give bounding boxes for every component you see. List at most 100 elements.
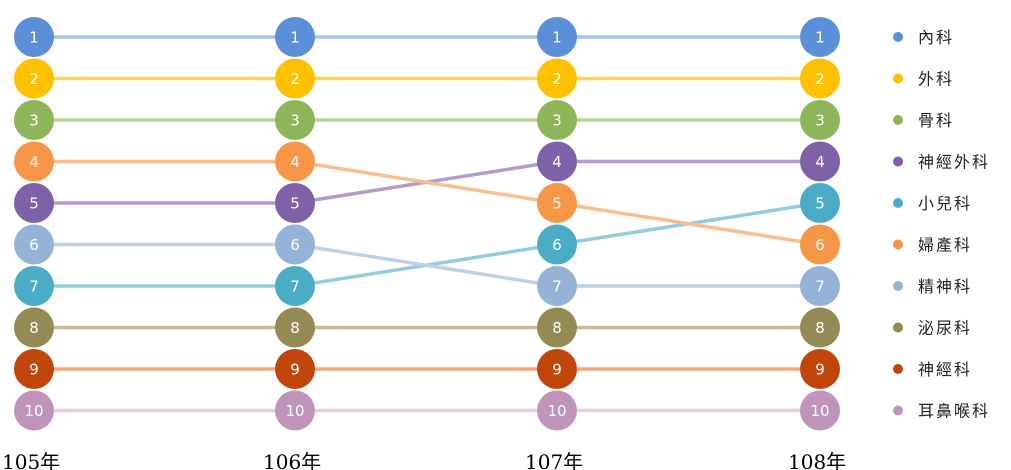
rank-marker-7-1 (14, 224, 54, 265)
legend-label-5: 小兒科 (918, 194, 972, 213)
legend-label-7: 精神科 (918, 277, 972, 296)
rank-marker-label: 2 (290, 70, 300, 88)
rank-marker-label: 9 (290, 361, 300, 379)
rank-marker-label: 4 (552, 153, 562, 171)
rank-marker-6-1 (14, 141, 54, 182)
rank-marker-label: 6 (815, 236, 825, 254)
rank-marker-label: 3 (290, 112, 300, 130)
rank-marker-label: 9 (815, 361, 825, 379)
rank-marker-2-1 (14, 58, 54, 99)
rank-marker-4-2 (275, 183, 315, 223)
rank-marker-7-3 (537, 266, 577, 306)
rank-marker-label: 4 (290, 153, 300, 171)
rank-marker-label: 5 (29, 195, 39, 213)
rank-marker-label: 9 (552, 361, 562, 379)
legend-marker-4 (893, 156, 903, 167)
rank-marker-6-4 (800, 224, 840, 265)
rank-marker-10-2 (275, 390, 315, 431)
rank-marker-label: 9 (29, 361, 39, 379)
rank-marker-label: 10 (285, 402, 304, 420)
rank-marker-8-4 (800, 307, 840, 348)
rank-marker-6-3 (537, 183, 577, 223)
rank-marker-label: 3 (552, 112, 562, 130)
legend-marker-7 (893, 281, 903, 291)
rank-marker-label: 6 (29, 236, 39, 254)
rank-marker-label: 4 (815, 153, 825, 171)
legend-label-6: 婦產科 (918, 236, 972, 255)
rank-marker-8-3 (537, 307, 577, 348)
rank-marker-label: 10 (547, 402, 566, 420)
rank-marker-8-1 (14, 307, 54, 348)
rank-marker-7-2 (275, 224, 315, 265)
rank-marker-label: 6 (290, 236, 300, 254)
rank-marker-label: 1 (815, 29, 825, 47)
rank-marker-8-2 (275, 307, 315, 348)
x-axis-label: 106年 (263, 450, 321, 470)
legend-label-1: 內科 (918, 28, 954, 47)
x-axis-label: 108年 (788, 450, 846, 470)
x-axis-label: 107年 (525, 450, 583, 470)
legend-marker-2 (893, 73, 903, 84)
rank-marker-10-3 (537, 390, 577, 431)
rank-marker-9-2 (275, 349, 315, 389)
rank-marker-label: 7 (290, 278, 300, 296)
series-lines (34, 35, 821, 413)
rank-marker-label: 1 (552, 29, 562, 47)
rank-marker-label: 6 (552, 236, 562, 254)
rank-marker-2-3 (537, 58, 577, 99)
rank-marker-label: 2 (815, 70, 825, 88)
legend-marker-10 (893, 405, 903, 416)
legend-marker-5 (893, 198, 903, 208)
rank-marker-9-4 (800, 349, 840, 389)
legend-marker-9 (893, 364, 903, 374)
rank-marker-2-4 (800, 58, 840, 99)
rank-marker-3-1 (14, 100, 54, 140)
rank-marker-label: 8 (552, 319, 562, 337)
rank-marker-label: 10 (810, 402, 829, 420)
rank-marker-label: 5 (815, 195, 825, 213)
rank-marker-1-2 (275, 17, 315, 57)
rank-marker-label: 2 (552, 70, 562, 88)
rank-marker-label: 10 (24, 402, 43, 420)
rank-marker-5-2 (275, 266, 315, 306)
legend-marker-1 (893, 32, 903, 42)
series-line-6-segment-2 (294, 159, 558, 205)
rank-marker-label: 7 (29, 278, 39, 296)
x-axis-labels: 105年 106年 107年 108年 (2, 450, 846, 470)
rank-marker-label: 4 (29, 153, 39, 171)
legend-label-9: 神經科 (918, 360, 972, 379)
rank-marker-3-4 (800, 100, 840, 140)
legend-label-8: 泌尿科 (918, 319, 972, 338)
rank-marker-4-1 (14, 183, 54, 223)
rank-marker-label: 8 (290, 319, 300, 337)
rank-marker-5-3 (537, 224, 577, 265)
rank-marker-label: 5 (290, 195, 300, 213)
rank-marker-1-3 (537, 17, 577, 57)
rank-marker-6-2 (275, 141, 315, 182)
rank-marker-label: 7 (552, 278, 562, 296)
legend-marker-6 (893, 239, 903, 250)
rank-marker-9-3 (537, 349, 577, 389)
rank-marker-5-4 (800, 183, 840, 223)
rank-marker-label: 1 (29, 29, 39, 47)
legend-label-3: 骨科 (918, 111, 954, 130)
rank-marker-label: 7 (815, 278, 825, 296)
rank-marker-label: 3 (29, 112, 39, 130)
rank-marker-7-4 (800, 266, 840, 306)
rank-marker-9-1 (14, 349, 54, 389)
rank-markers: 1 1 1 1 2 2 2 2 3 3 3 3 5 5 4 4 7 7 6 5 4 4 5 6 6 6 7 7 8 8 8 8 9 9 9 9 10 10… (14, 17, 840, 431)
legend-label-4: 神經外科 (918, 153, 990, 172)
rank-marker-5-1 (14, 266, 54, 306)
rank-marker-10-1 (14, 390, 54, 431)
rank-marker-3-2 (275, 100, 315, 140)
rank-marker-4-4 (800, 141, 840, 182)
rank-marker-label: 8 (29, 319, 39, 337)
rank-marker-10-4 (800, 390, 840, 431)
rank-marker-label: 3 (815, 112, 825, 130)
rank-marker-label: 8 (815, 319, 825, 337)
legend-marker-8 (893, 322, 903, 333)
rank-marker-3-3 (537, 100, 577, 140)
rank-marker-1-4 (800, 17, 840, 57)
